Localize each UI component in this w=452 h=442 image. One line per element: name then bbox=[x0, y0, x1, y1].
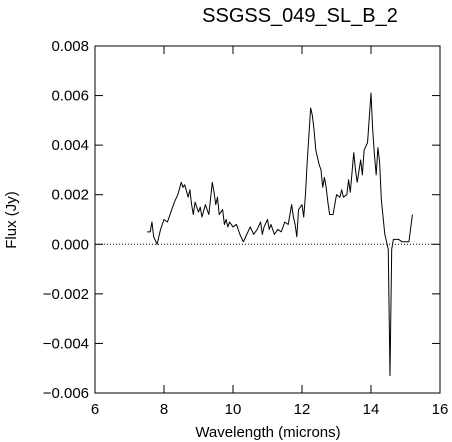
y-tick-label: −0.004 bbox=[43, 335, 89, 352]
y-tick-label: 0.004 bbox=[51, 137, 89, 154]
y-tick-label: −0.006 bbox=[43, 385, 89, 402]
y-axis-label: Flux (Jy) bbox=[3, 191, 20, 249]
x-tick-label: 8 bbox=[160, 401, 168, 418]
data-line bbox=[147, 92, 413, 377]
x-axis-label: Wavelength (microns) bbox=[195, 424, 340, 441]
x-tick-label: 10 bbox=[225, 401, 242, 418]
y-tick-label: 0.000 bbox=[51, 236, 89, 253]
y-tick-label: 0.002 bbox=[51, 187, 89, 204]
x-tick-label: 16 bbox=[432, 401, 449, 418]
chart-title: SSGSS_049_SL_B_2 bbox=[202, 5, 398, 27]
y-tick-label: 0.006 bbox=[51, 88, 89, 105]
x-tick-label: 12 bbox=[294, 401, 311, 418]
plot-frame bbox=[94, 45, 441, 394]
y-tick-label: 0.008 bbox=[51, 38, 89, 55]
x-tick-label: 14 bbox=[363, 401, 380, 418]
x-tick-label: 6 bbox=[91, 401, 99, 418]
y-tick-label: −0.002 bbox=[43, 286, 89, 303]
